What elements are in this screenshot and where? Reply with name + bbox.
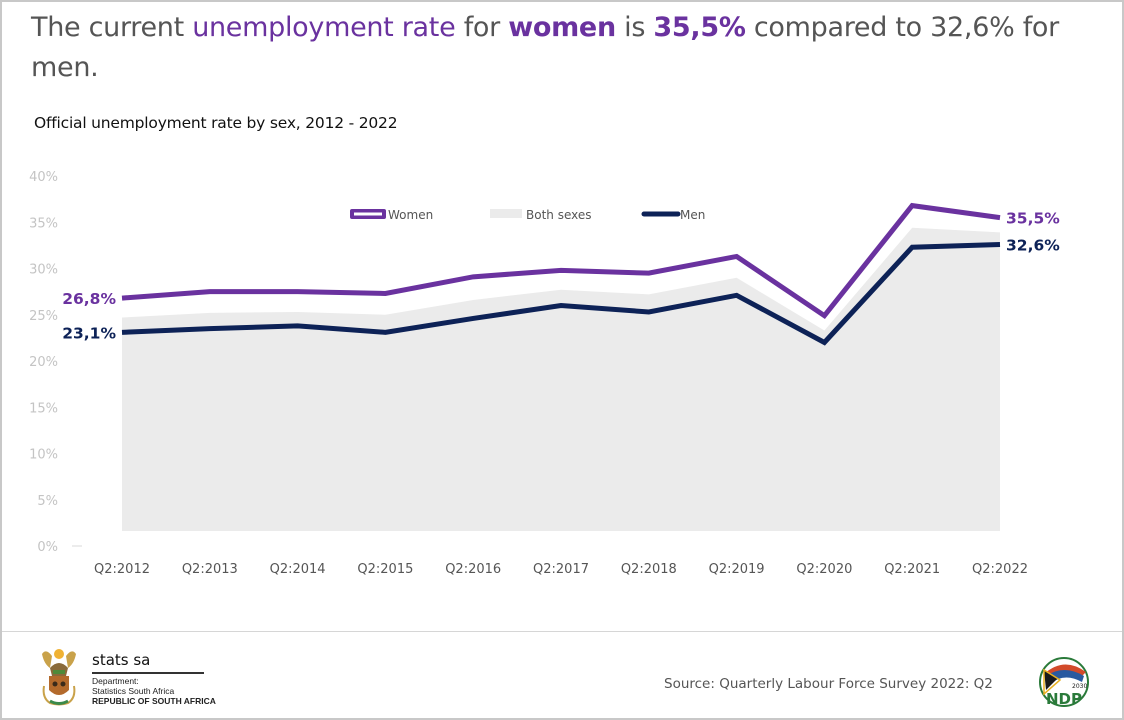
org-name-underline bbox=[92, 672, 204, 674]
x-tick-label: Q2:2016 bbox=[445, 562, 501, 577]
y-tick-label: 10% bbox=[29, 448, 58, 463]
x-tick-label: Q2:2012 bbox=[94, 562, 150, 577]
org-department-name: Statistics South Africa bbox=[92, 686, 175, 696]
headline-text: The current bbox=[31, 12, 193, 43]
legend-swatch-both-sexes bbox=[490, 209, 522, 218]
y-tick-label: 15% bbox=[29, 401, 58, 416]
x-tick-label: Q2:2017 bbox=[533, 562, 589, 577]
men-data-label: 23,1% bbox=[62, 324, 116, 342]
x-tick-label: Q2:2022 bbox=[972, 562, 1028, 577]
ndp-year: 2030 bbox=[1072, 683, 1087, 690]
headline-highlight-women: women bbox=[508, 12, 616, 43]
source-note: Source: Quarterly Labour Force Survey 20… bbox=[664, 676, 993, 692]
org-department-label: Department: bbox=[92, 676, 139, 686]
lines-layer bbox=[121, 202, 1001, 346]
both-sexes-area-layer bbox=[121, 227, 1001, 532]
y-tick-label: 5% bbox=[37, 494, 58, 509]
women-data-label: 35,5% bbox=[1006, 210, 1060, 228]
footer-divider bbox=[2, 631, 1122, 632]
x-tick-label: Q2:2019 bbox=[709, 562, 765, 577]
legend-item-women: Women bbox=[350, 208, 433, 222]
headline-highlight-rate: unemployment rate bbox=[192, 12, 456, 43]
org-name: stats sa bbox=[92, 651, 151, 669]
headline-text: is bbox=[615, 12, 654, 43]
unemployment-chart: 0% 5% 10% 15% 20% 25% 30% 35% 40% Q2:2012 Q2:2013… bbox=[29, 170, 1060, 577]
org-country: REPUBLIC OF SOUTH AFRICA bbox=[92, 696, 216, 706]
y-tick-label: 0% bbox=[37, 540, 58, 555]
headline: The current unemployment rate for women … bbox=[31, 8, 1111, 88]
x-tick-label: Q2:2018 bbox=[621, 562, 677, 577]
x-tick-label: Q2:2015 bbox=[357, 562, 413, 577]
x-tick-label: Q2:2021 bbox=[884, 562, 940, 577]
legend-label-both-sexes: Both sexes bbox=[526, 208, 592, 222]
y-tick-label: 35% bbox=[29, 216, 58, 231]
ndp-2030-logo-icon: 2030 NDP bbox=[1039, 657, 1089, 708]
data-labels-layer: 26,8% 23,1% 35,5% 32,6% bbox=[62, 210, 1060, 343]
legend: Women Both sexes Men bbox=[350, 208, 705, 222]
y-tick-label: 40% bbox=[29, 170, 58, 185]
y-tick-label: 20% bbox=[29, 355, 58, 370]
headline-text: for bbox=[455, 12, 509, 43]
men-data-label: 32,6% bbox=[1006, 236, 1060, 254]
coat-of-arms-icon bbox=[42, 649, 76, 706]
x-tick-label: Q2:2014 bbox=[270, 562, 326, 577]
headline-highlight-value: 35,5% bbox=[653, 12, 746, 43]
women-data-label: 26,8% bbox=[62, 290, 116, 308]
legend-label-women: Women bbox=[388, 208, 433, 222]
y-axis: 0% 5% 10% 15% 20% 25% 30% 35% 40% bbox=[29, 170, 82, 555]
legend-item-both-sexes: Both sexes bbox=[490, 208, 592, 222]
y-tick-label: 25% bbox=[29, 309, 58, 324]
x-tick-label: Q2:2013 bbox=[182, 562, 238, 577]
y-tick-label: 30% bbox=[29, 263, 58, 278]
ndp-text: NDP bbox=[1046, 690, 1082, 708]
headline-text: compared to 32,6% for men. bbox=[31, 12, 1059, 83]
x-tick-label: Q2:2020 bbox=[796, 562, 852, 577]
legend-swatch-women-inner bbox=[354, 212, 382, 216]
chart-title: Official unemployment rate by sex, 2012 … bbox=[34, 114, 398, 132]
x-axis: Q2:2012 Q2:2013 Q2:2014 Q2:2015 Q2:2016 Q2:20… bbox=[94, 562, 1028, 577]
legend-label-men: Men bbox=[680, 208, 705, 222]
legend-item-men: Men bbox=[641, 208, 705, 222]
both-sexes-area bbox=[122, 227, 1000, 532]
